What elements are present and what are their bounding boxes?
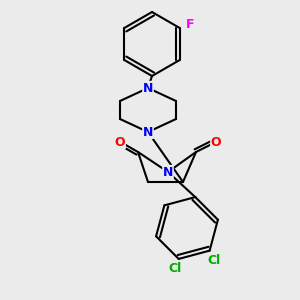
Text: O: O bbox=[115, 136, 125, 148]
Text: O: O bbox=[211, 136, 221, 148]
Text: F: F bbox=[185, 17, 194, 31]
Text: N: N bbox=[163, 166, 173, 178]
Text: Cl: Cl bbox=[207, 254, 220, 267]
Text: N: N bbox=[143, 125, 153, 139]
Text: Cl: Cl bbox=[168, 262, 181, 275]
Text: N: N bbox=[143, 82, 153, 94]
